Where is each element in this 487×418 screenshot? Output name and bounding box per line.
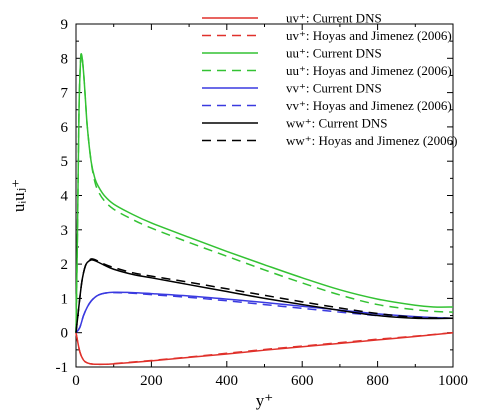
- y-tick-label: 3: [61, 223, 69, 239]
- y-tick-label: 6: [61, 120, 69, 136]
- y-tick-label: 0: [61, 326, 69, 342]
- series-line-5: [75, 291, 454, 334]
- series-line-6: [75, 259, 454, 333]
- y-tick-label: 4: [61, 189, 69, 205]
- legend-label: vv⁺: Hoyas and Jimenez (2006): [286, 98, 452, 113]
- x-tick-label: 1000: [438, 373, 468, 389]
- series-line-1: [75, 331, 454, 366]
- series-line-0: [75, 331, 454, 366]
- legend-label: uv⁺: Current DNS: [286, 11, 382, 26]
- legend: uv⁺: Current DNS uv⁺: Hoyas and Jimenez (…: [202, 11, 458, 148]
- y-tick-label: 8: [61, 51, 69, 67]
- legend-label: ww⁺: Current DNS: [286, 116, 387, 131]
- y-tick-label: 2: [61, 257, 69, 273]
- series-line-2: [75, 53, 454, 333]
- y-axis-title: uᵢuⱼ⁺: [9, 179, 28, 212]
- series-line-7: [75, 258, 454, 333]
- legend-label: uu⁺: Hoyas and Jimenez (2006): [286, 63, 452, 78]
- legend-label: vv⁺: Current DNS: [286, 81, 382, 96]
- series-line-3: [75, 53, 454, 333]
- legend-label: ww⁺: Hoyas and Jimenez (2006): [286, 133, 458, 148]
- x-tick-label: 600: [291, 373, 314, 389]
- y-tick-label: 1: [61, 291, 69, 307]
- x-axis-title: y⁺: [256, 391, 273, 410]
- legend-label: uu⁺: Current DNS: [286, 46, 382, 61]
- legend-label: uv⁺: Hoyas and Jimenez (2006): [286, 28, 452, 43]
- x-tick-label: 200: [140, 373, 163, 389]
- x-tick-label: 800: [366, 373, 389, 389]
- y-tick-label: 7: [61, 86, 69, 102]
- y-tick-label: -1: [56, 360, 69, 376]
- x-tick-label: 400: [216, 373, 239, 389]
- series-lines: [75, 53, 454, 366]
- y-tick-label: 9: [61, 17, 69, 33]
- y-tick-label: 5: [61, 154, 69, 170]
- x-tick-label: 0: [72, 373, 80, 389]
